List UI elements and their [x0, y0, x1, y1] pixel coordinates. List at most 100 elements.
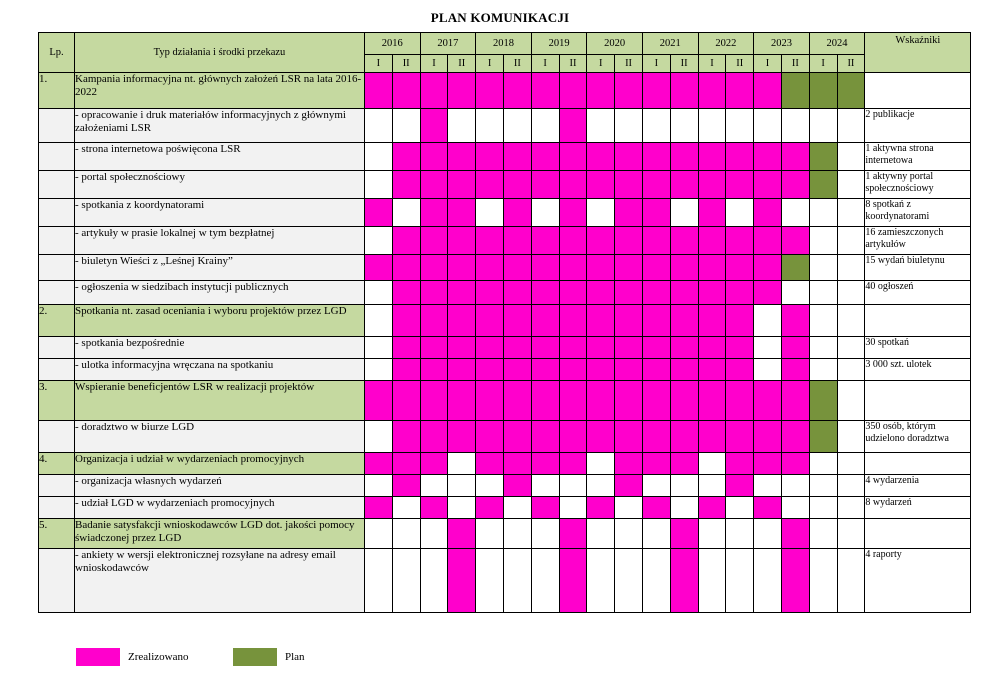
header-half-2016-1: I	[364, 54, 393, 73]
schedule-cell-empty	[753, 304, 782, 337]
schedule-cell-empty	[808, 254, 838, 281]
schedule-cell-realized	[391, 254, 421, 281]
schedule-cell-realized	[641, 170, 671, 199]
schedule-cell-realized	[697, 380, 727, 421]
row-description: - artykuły w prasie lokalnej w tym bezpł…	[74, 226, 365, 255]
schedule-cell-realized	[364, 496, 393, 519]
schedule-cell-realized	[614, 420, 643, 453]
schedule-cell-realized	[391, 380, 421, 421]
schedule-cell-empty	[808, 108, 838, 143]
schedule-cell-realized	[502, 226, 532, 255]
header-year-2020: 2020	[586, 32, 643, 55]
schedule-cell-planned	[836, 72, 866, 109]
schedule-cell-realized	[641, 336, 671, 359]
schedule-cell-realized	[391, 304, 421, 337]
schedule-cell-realized	[753, 254, 782, 281]
schedule-cell-realized	[725, 336, 755, 359]
activity-row: - ulotka informacyjna wręczana na spotka…	[38, 358, 972, 381]
schedule-cell-empty	[641, 474, 671, 497]
schedule-cell-empty	[808, 336, 838, 359]
row-number	[38, 142, 75, 171]
schedule-cell-empty	[808, 198, 838, 227]
schedule-cell-realized	[614, 280, 643, 305]
schedule-cell-empty	[836, 380, 866, 421]
row-number: 1.	[38, 72, 75, 109]
schedule-cell-realized	[641, 452, 671, 475]
row-description: - ulotka informacyjna wręczana na spotka…	[74, 358, 365, 381]
schedule-cell-realized	[697, 226, 727, 255]
schedule-cell-realized	[614, 254, 643, 281]
row-indicator: 1 aktywna strona internetowa	[864, 142, 972, 171]
schedule-cell-planned	[808, 142, 838, 171]
row-number: 2.	[38, 304, 75, 337]
schedule-cell-empty	[836, 304, 866, 337]
schedule-cell-realized	[669, 336, 699, 359]
schedule-cell-realized	[669, 170, 699, 199]
header-half-2017-2: II	[447, 54, 477, 73]
schedule-cell-realized	[725, 170, 755, 199]
schedule-cell-empty	[558, 474, 588, 497]
schedule-cell-realized	[447, 548, 477, 613]
row-indicator	[864, 304, 972, 337]
schedule-cell-realized	[502, 304, 532, 337]
schedule-cell-realized	[530, 496, 560, 519]
schedule-cell-empty	[530, 474, 560, 497]
schedule-cell-empty	[753, 336, 782, 359]
schedule-cell-empty	[753, 474, 782, 497]
schedule-cell-realized	[669, 72, 699, 109]
schedule-cell-realized	[780, 304, 810, 337]
schedule-cell-empty	[364, 108, 393, 143]
activity-row: - ankiety w wersji elektronicznej rozsył…	[38, 548, 972, 613]
schedule-cell-realized	[614, 336, 643, 359]
header-half-2024-2: II	[836, 54, 866, 73]
schedule-cell-realized	[502, 280, 532, 305]
header-half-2018-1: I	[475, 54, 504, 73]
schedule-cell-realized	[447, 142, 477, 171]
schedule-cell-realized	[614, 72, 643, 109]
schedule-cell-empty	[419, 474, 449, 497]
schedule-cell-realized	[502, 474, 532, 497]
row-indicator	[864, 380, 972, 421]
header-year-2016: 2016	[364, 32, 421, 55]
schedule-cell-realized	[391, 72, 421, 109]
header-half-2019-2: II	[558, 54, 588, 73]
schedule-cell-empty	[419, 548, 449, 613]
schedule-cell-realized	[697, 496, 727, 519]
schedule-cell-empty	[586, 198, 616, 227]
row-description: - portal społecznościowy	[74, 170, 365, 199]
schedule-cell-realized	[419, 254, 449, 281]
row-number	[38, 108, 75, 143]
schedule-cell-empty	[836, 548, 866, 613]
schedule-cell-realized	[558, 336, 588, 359]
schedule-cell-realized	[475, 380, 504, 421]
schedule-cell-realized	[475, 496, 504, 519]
header-half-2018-2: II	[502, 54, 532, 73]
schedule-cell-realized	[753, 142, 782, 171]
row-indicator: 4 wydarzenia	[864, 474, 972, 497]
schedule-cell-empty	[447, 108, 477, 143]
schedule-cell-empty	[502, 108, 532, 143]
schedule-cell-realized	[530, 226, 560, 255]
schedule-cell-realized	[558, 226, 588, 255]
schedule-cell-realized	[725, 380, 755, 421]
schedule-cell-empty	[475, 108, 504, 143]
header-half-2017-1: I	[419, 54, 449, 73]
schedule-cell-empty	[725, 496, 755, 519]
schedule-cell-realized	[447, 170, 477, 199]
schedule-cell-realized	[614, 226, 643, 255]
schedule-cell-realized	[725, 72, 755, 109]
schedule-cell-realized	[475, 72, 504, 109]
schedule-cell-realized	[586, 72, 616, 109]
row-indicator: 8 spotkań z koordynatorami	[864, 198, 972, 227]
schedule-cell-empty	[502, 496, 532, 519]
row-number	[38, 496, 75, 519]
schedule-cell-empty	[502, 518, 532, 549]
schedule-cell-realized	[364, 198, 393, 227]
header-half-2021-1: I	[641, 54, 671, 73]
schedule-cell-empty	[669, 496, 699, 519]
schedule-cell-realized	[614, 198, 643, 227]
row-indicator: 4 raporty	[864, 548, 972, 613]
schedule-cell-empty	[586, 108, 616, 143]
schedule-cell-realized	[502, 452, 532, 475]
schedule-cell-realized	[641, 198, 671, 227]
